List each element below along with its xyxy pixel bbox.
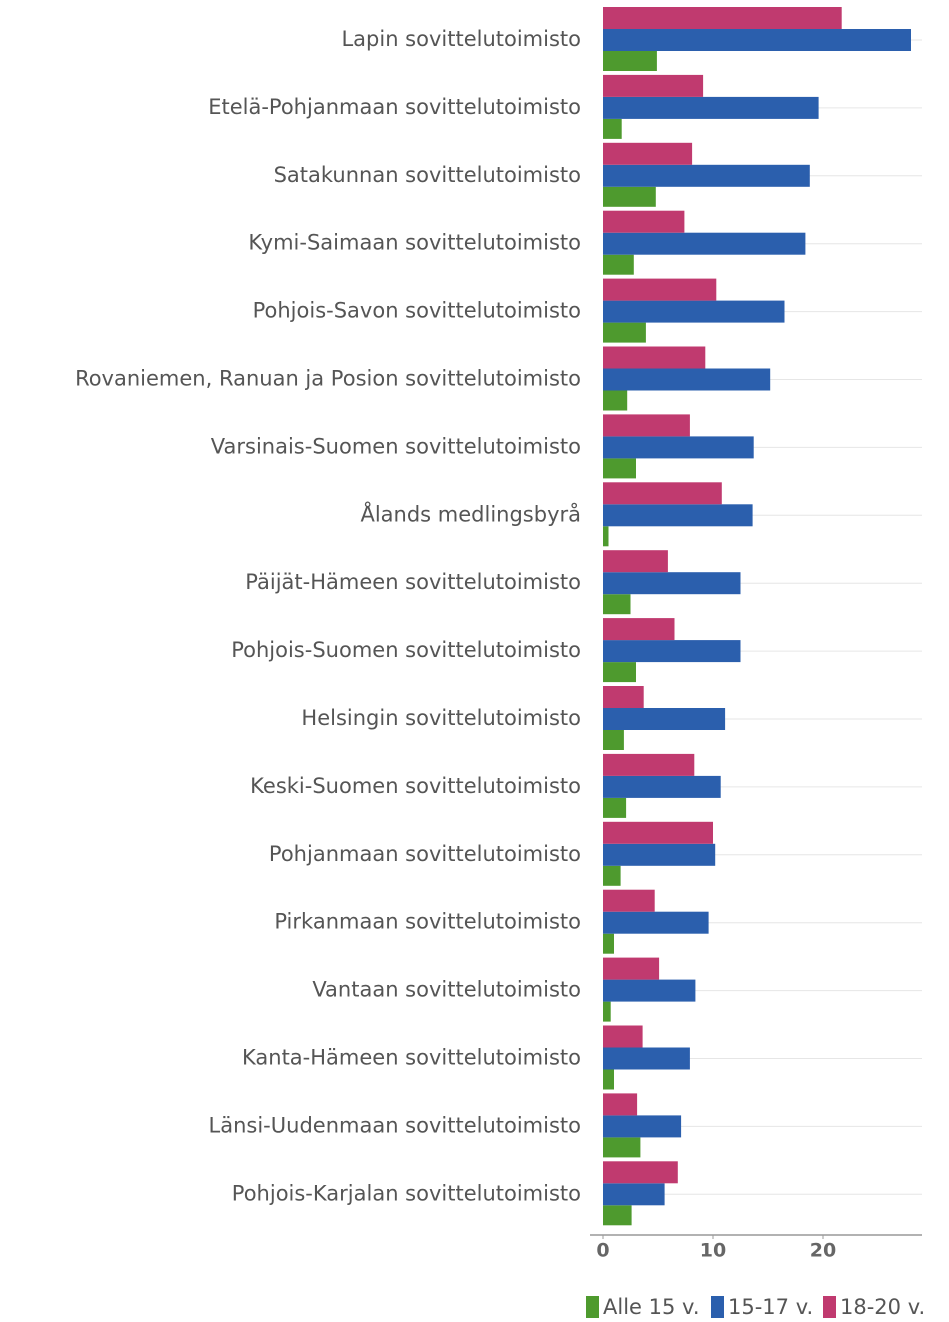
bar: [603, 51, 657, 71]
legend-label: Alle 15 v.: [603, 1295, 700, 1319]
bar: [603, 210, 685, 233]
x-tick-label: 0: [596, 1240, 609, 1262]
bar: [603, 142, 693, 165]
bar: [603, 232, 806, 255]
bar: [603, 753, 695, 776]
bar: [603, 933, 614, 954]
bar: [603, 1115, 682, 1138]
bar: [603, 414, 690, 437]
category-label: Ålands medlingsbyrå: [360, 500, 581, 526]
bar: [603, 572, 741, 595]
bar: [603, 865, 621, 886]
legend-label: 15-17 v.: [728, 1295, 813, 1319]
bar: [603, 1093, 638, 1116]
bar: [603, 1069, 614, 1090]
category-label: Pohjois-Savon sovittelutoimisto: [253, 299, 581, 323]
bar: [603, 957, 660, 980]
bar: [603, 662, 636, 683]
bar: [603, 390, 628, 411]
bar: [603, 118, 622, 139]
bar: [603, 708, 726, 730]
legend-swatch: [711, 1296, 724, 1318]
bar: [603, 322, 646, 343]
category-label: Länsi-Uudenmaan sovittelutoimisto: [209, 1113, 581, 1137]
category-label: Pohjois-Suomen sovittelutoimisto: [231, 638, 581, 662]
bar: [603, 550, 668, 573]
bar: [603, 911, 709, 934]
bar: [603, 1183, 665, 1206]
bar: [603, 278, 717, 301]
bar: [603, 74, 704, 97]
bar: [603, 640, 741, 663]
bar: [603, 1205, 632, 1226]
bar: [603, 775, 721, 798]
bar: [603, 1137, 641, 1158]
bar: [603, 7, 842, 29]
category-label: Helsingin sovittelutoimisto: [301, 706, 581, 730]
bar: [603, 821, 713, 844]
bar: [603, 436, 754, 459]
category-label: Kymi-Saimaan sovittelutoimisto: [248, 231, 581, 255]
legend-label: 18-20 v.: [840, 1295, 925, 1319]
bar: [603, 368, 771, 391]
x-tick-label: 20: [810, 1240, 836, 1262]
bar: [603, 1161, 678, 1184]
bar: [603, 186, 656, 207]
category-label: Pirkanmaan sovittelutoimisto: [274, 910, 581, 934]
bar: [603, 594, 631, 615]
category-label: Rovaniemen, Ranuan ja Posion sovitteluto…: [75, 367, 581, 391]
bar: [603, 979, 696, 1002]
bar: [603, 1001, 611, 1022]
category-label: Satakunnan sovittelutoimisto: [274, 163, 581, 187]
bar: [603, 254, 634, 275]
bar: [603, 164, 810, 187]
bar: [603, 482, 722, 505]
bar: [603, 458, 636, 479]
x-tick-label: 10: [700, 1240, 726, 1262]
bar: [603, 686, 644, 708]
bar: [603, 1047, 690, 1070]
bar: [603, 618, 675, 641]
bar: [603, 730, 624, 750]
category-label: Keski-Suomen sovittelutoimisto: [250, 774, 581, 798]
category-label: Lapin sovittelutoimisto: [341, 27, 581, 51]
bar: [603, 526, 609, 547]
category-label: Varsinais-Suomen sovittelutoimisto: [211, 434, 581, 458]
legend-swatch: [823, 1296, 836, 1318]
category-label: Päijät-Hämeen sovittelutoimisto: [245, 570, 581, 594]
bar: [603, 96, 819, 119]
bar: [603, 843, 716, 866]
bar: [603, 504, 753, 527]
category-label: Pohjois-Karjalan sovittelutoimisto: [232, 1181, 581, 1205]
category-label: Vantaan sovittelutoimisto: [312, 978, 581, 1002]
legend-swatch: [586, 1296, 599, 1318]
category-label: Etelä-Pohjanmaan sovittelutoimisto: [208, 95, 581, 119]
bar: [603, 889, 655, 912]
bar: [603, 29, 911, 51]
bar: [603, 1025, 643, 1048]
bar: [603, 300, 785, 323]
category-label: Pohjanmaan sovittelutoimisto: [269, 842, 581, 866]
bar: [603, 797, 627, 818]
bar: [603, 346, 706, 369]
category-label: Kanta-Hämeen sovittelutoimisto: [242, 1046, 581, 1070]
